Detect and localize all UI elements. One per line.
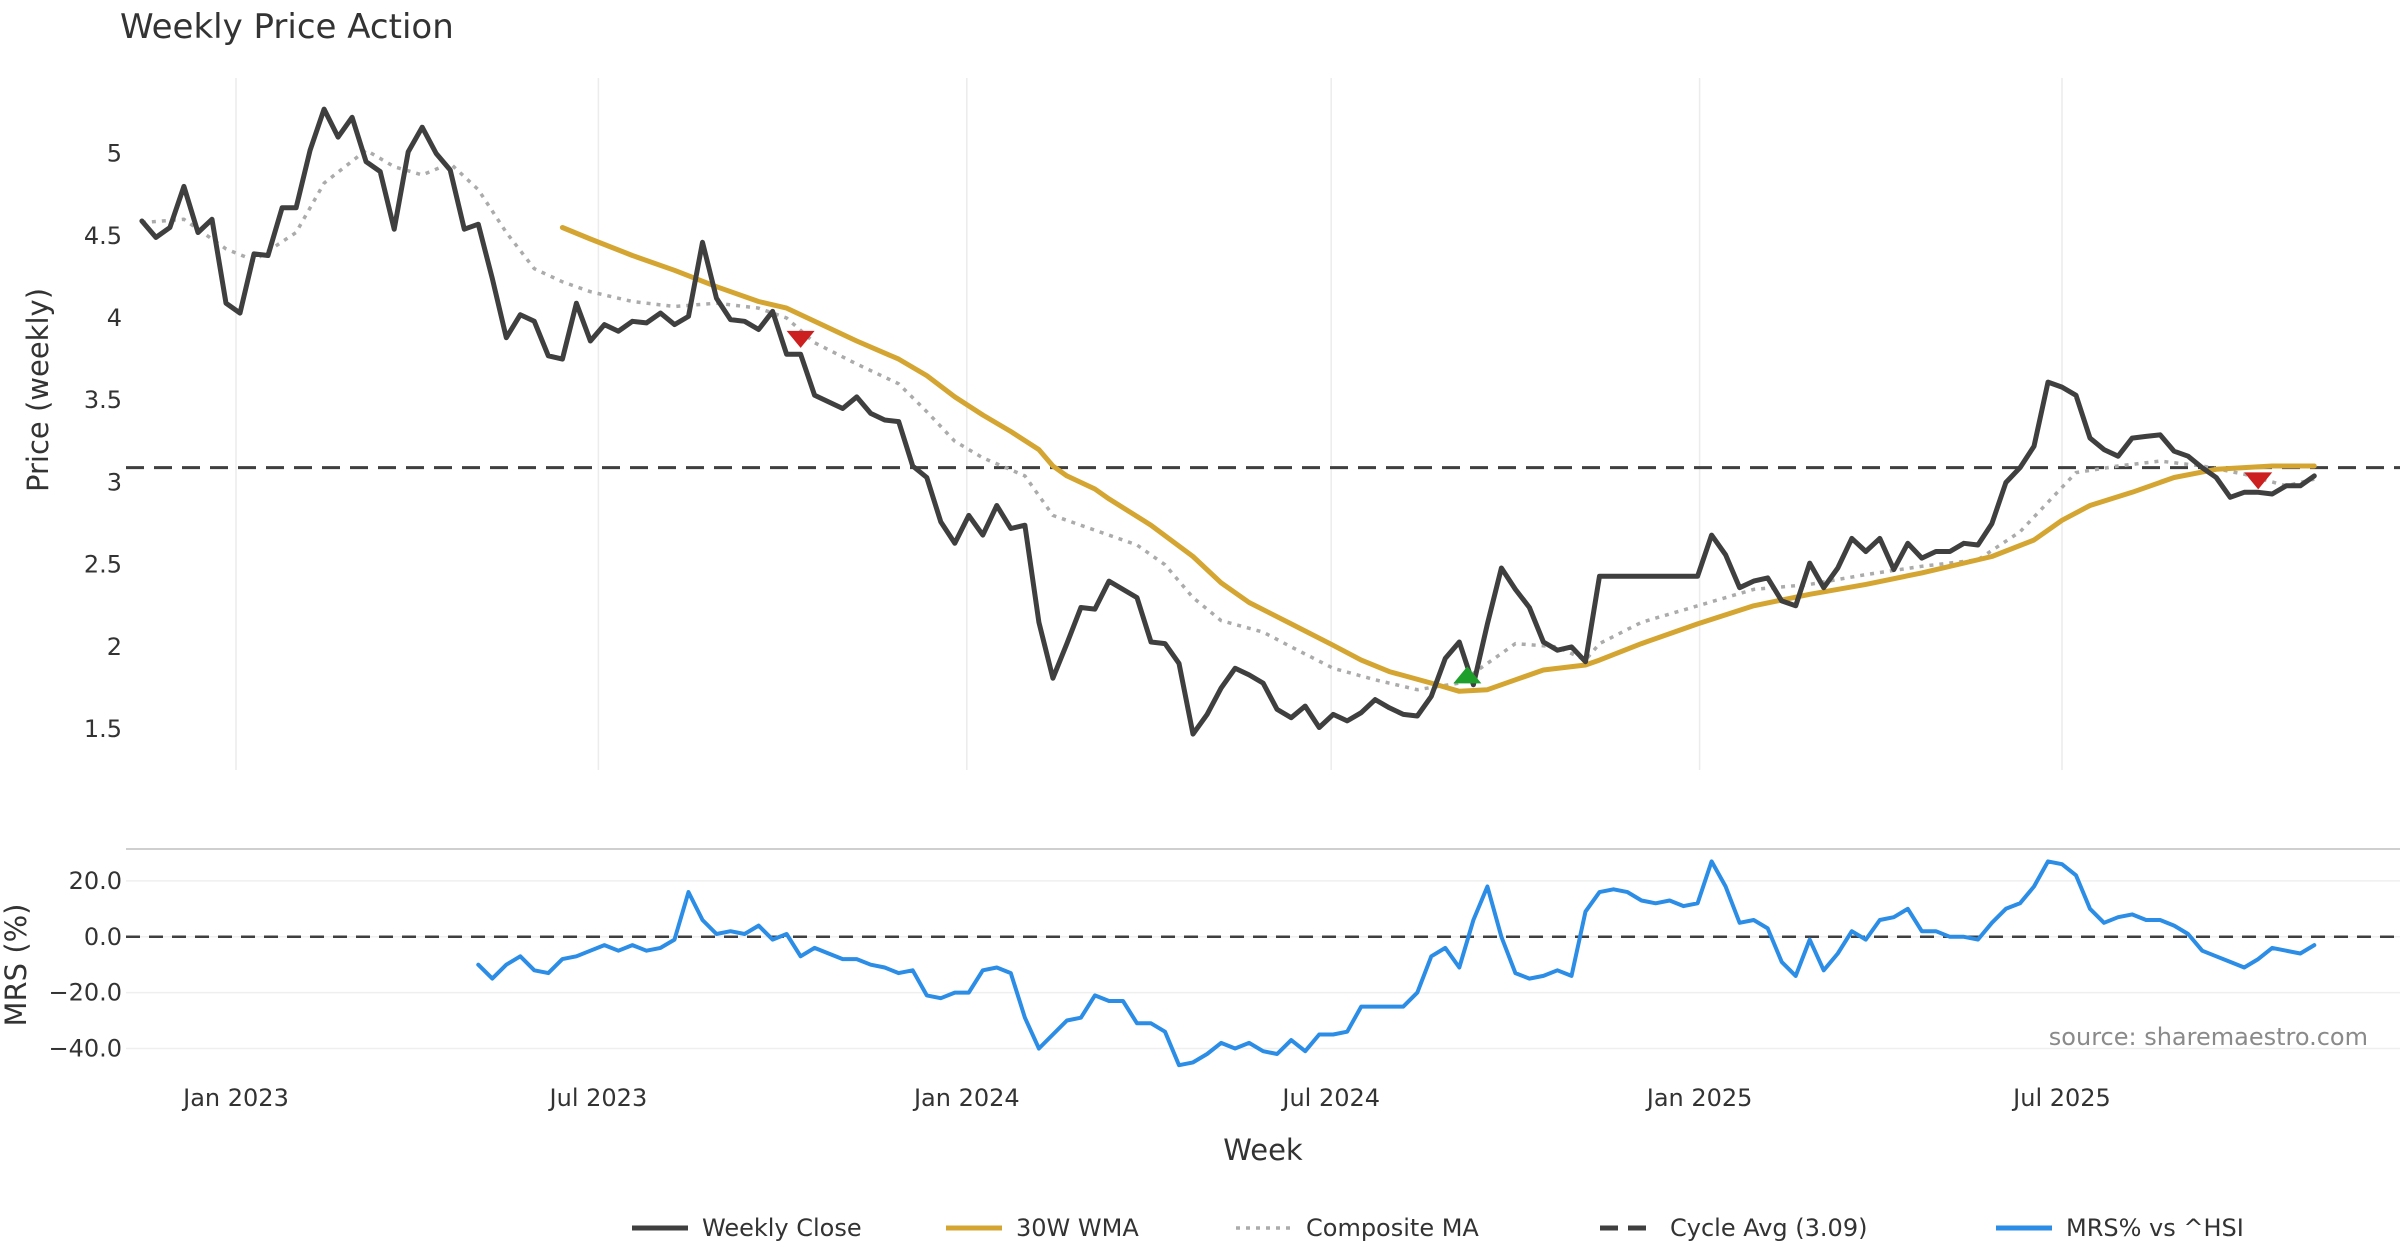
- mrs-y-tick-label: −20.0: [48, 979, 122, 1007]
- price-y-tick-label: 5: [107, 140, 122, 168]
- weekly-close-legend-label: Weekly Close: [702, 1214, 862, 1242]
- price-y-tick-label: 2: [107, 633, 122, 661]
- price-y-ticks: 1.5 2 2.5 3 3.5 4 4.5 5: [84, 140, 122, 744]
- x-tick-label: Jan 2023: [181, 1084, 289, 1112]
- sell-signal-marker: [786, 330, 815, 348]
- price-y-tick-label: 1.5: [84, 715, 122, 743]
- x-tick-label: Jul 2023: [548, 1084, 648, 1112]
- x-tick-label: Jul 2024: [1280, 1084, 1380, 1112]
- price-axis-label: Price (weekly): [21, 288, 55, 492]
- mrs-y-tick-label: 20.0: [69, 867, 122, 895]
- mrs-y-ticks: 20.0 0.0 −20.0 −40.0: [48, 867, 122, 1063]
- x-tick-label: Jan 2024: [912, 1084, 1020, 1112]
- x-ticks: Jan 2023 Jul 2023 Jan 2024 Jul 2024 Jan 2025…: [181, 1084, 2111, 1112]
- series-layer: [139, 106, 2317, 1068]
- 30w-wma-line: [559, 225, 2317, 694]
- weekly-close-line: [139, 106, 2317, 737]
- price-y-tick-label: 2.5: [84, 551, 122, 579]
- mrs-y-tick-label: 0.0: [84, 923, 122, 951]
- chart-title: Weekly Price Action: [120, 7, 454, 47]
- composite-ma-line: [141, 148, 2315, 692]
- mrs-y-tick-label: −40.0: [48, 1034, 122, 1062]
- price-y-tick-label: 3.5: [84, 386, 122, 414]
- signal-markers: [786, 330, 2273, 684]
- reference-lines: [126, 466, 2400, 939]
- x-tick-label: Jan 2025: [1645, 1084, 1753, 1112]
- legend: Weekly Close 30W WMA Composite MA Cycle Avg…: [632, 1214, 2244, 1242]
- cycle-avg-3-09-legend-label: Cycle Avg (3.09): [1670, 1214, 1867, 1242]
- mrs-vs-hsi-line: [476, 859, 2317, 1068]
- x-tick-label: Jul 2025: [2011, 1084, 2111, 1112]
- price-y-tick-label: 4.5: [84, 222, 122, 250]
- source-note: source: sharemaestro.com: [2049, 1023, 2368, 1051]
- mrs-vs-hsi-legend-label: MRS% vs ^HSI: [2066, 1214, 2244, 1242]
- composite-ma-legend-label: Composite MA: [1306, 1214, 1479, 1242]
- x-axis-label: Week: [1223, 1133, 1303, 1167]
- 30w-wma-legend-label: 30W WMA: [1016, 1214, 1139, 1242]
- price-y-tick-label: 4: [107, 304, 122, 332]
- buy-signal-marker: [1453, 666, 1482, 684]
- grid-layer: [126, 78, 2400, 1050]
- sell-signal-marker: [2244, 472, 2273, 490]
- price-y-tick-label: 3: [107, 468, 122, 496]
- mrs-axis-label: MRS (%): [0, 904, 33, 1027]
